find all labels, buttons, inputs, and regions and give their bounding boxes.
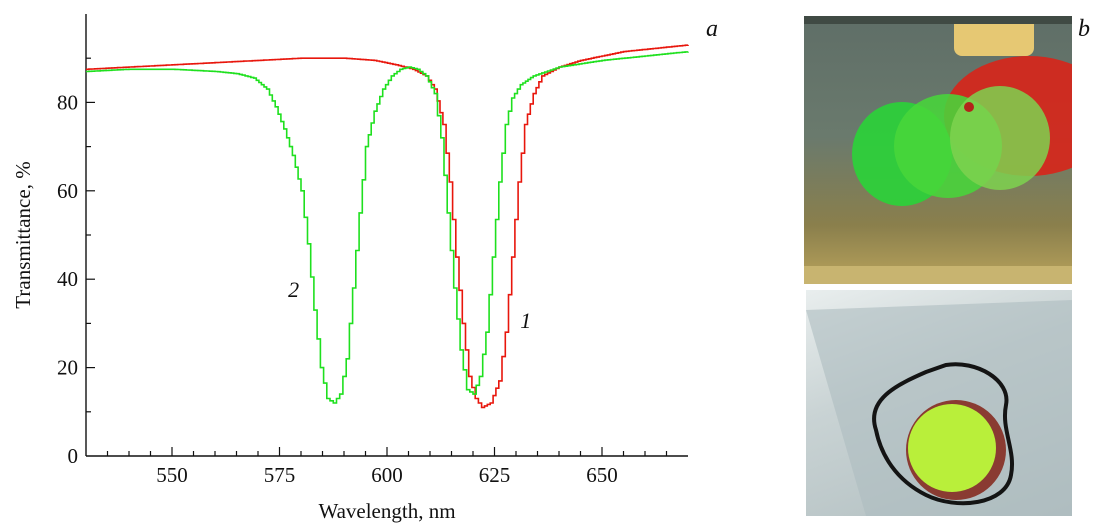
- x-tick-label: 575: [264, 463, 296, 487]
- y-tick-label: 80: [57, 90, 78, 114]
- chart-series: 12: [86, 44, 689, 409]
- panel-a-letter: a: [706, 16, 718, 42]
- x-axis-title: Wavelength, nm: [318, 499, 455, 523]
- x-tick-label: 650: [586, 463, 618, 487]
- y-axis-title: Transmittance, %: [11, 161, 35, 308]
- y-tick-label: 60: [57, 179, 78, 203]
- curve-label-2: 2: [288, 277, 299, 302]
- y-tick-label: 20: [57, 356, 78, 380]
- x-tick-label: 625: [479, 463, 511, 487]
- sample-photo-top: [804, 16, 1072, 284]
- y-tick-label: 0: [68, 444, 79, 468]
- sample-photo-bottom: [806, 290, 1072, 516]
- curve-label-1: 1: [520, 308, 531, 333]
- y-tick-label: 40: [57, 267, 78, 291]
- x-tick-label: 600: [371, 463, 403, 487]
- series-line-1: [86, 44, 689, 409]
- chart-axes: 550 575 600 625 650 0 20 40 60 80: [57, 14, 688, 487]
- series-line-2: [86, 51, 689, 404]
- panel-b-letter: b: [1078, 16, 1090, 42]
- photo-bottom-drawing: [806, 300, 1072, 516]
- x-tick-label: 550: [156, 463, 188, 487]
